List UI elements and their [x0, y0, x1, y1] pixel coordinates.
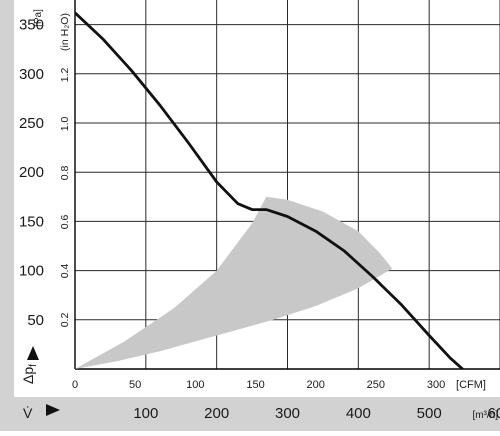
y-axis-label-main: Δp — [20, 367, 36, 384]
y-tick-label-pa: 250 — [19, 115, 44, 132]
x-tick-label-m3h: 600 — [487, 405, 500, 422]
y-tick-label-pa: 350 — [19, 17, 44, 34]
y-tick-label-pa: 100 — [19, 263, 44, 280]
x-unit-cfm: [CFM] — [456, 379, 486, 391]
y-axis-arrow — [27, 346, 39, 360]
x-tick-label-cfm: 300 — [427, 379, 445, 391]
y-axis-label-sub: f — [28, 364, 39, 367]
y-tick-label-inh2o: 0.6 — [59, 214, 71, 229]
x-axis-arrow — [46, 404, 60, 416]
operating-region — [75, 196, 393, 369]
operating-region-area — [75, 196, 393, 369]
bottom-label-band — [0, 397, 500, 431]
y-tick-label-inh2o: 0.2 — [59, 313, 71, 328]
y-tick-label-pa: 300 — [19, 66, 44, 83]
x-tick-label-m3h: 400 — [346, 405, 371, 422]
y-tick-label-pa: 200 — [19, 164, 44, 181]
series-line — [75, 11, 465, 369]
y-tick-label-inh2o: 1.2 — [59, 67, 71, 82]
x-tick-label-cfm: 150 — [246, 379, 264, 391]
left-label-band — [0, 0, 14, 431]
x-axis-label: V̇ — [23, 405, 33, 421]
axis-labels: [Pa] (in H₂O) [CFM] [m³/h] Δpf V̇ — [20, 9, 498, 421]
y-axis-label: Δpf — [20, 364, 39, 384]
x-tick-label-m3h: 300 — [275, 405, 300, 422]
y-tick-label-inh2o: 0.4 — [59, 264, 71, 279]
y-unit-inh2o: (in H₂O) — [59, 13, 71, 51]
grid — [74, 0, 500, 370]
y-tick-label-pa: 50 — [27, 312, 44, 329]
x-tick-label-cfm: 100 — [186, 379, 204, 391]
x-tick-label-m3h: 200 — [204, 405, 229, 422]
y-tick-label-inh2o: 0.8 — [59, 165, 71, 180]
x-tick-label-m3h: 500 — [417, 405, 442, 422]
x-tick-label-cfm: 250 — [367, 379, 385, 391]
x-tick-label-cfm: 200 — [307, 379, 325, 391]
characteristic-curve — [75, 11, 465, 369]
x-tick-label-m3h: 100 — [133, 405, 158, 422]
y-tick-label-pa: 150 — [19, 213, 44, 230]
y-unit-pa: [Pa] — [33, 9, 44, 27]
x-tick-label-cfm: 0 — [72, 379, 78, 391]
y-tick-label-inh2o: 1.0 — [59, 116, 71, 131]
x-unit-m3h: [m³/h] — [472, 410, 498, 421]
tick-labels: 50 100 150 200 250 300 350 0.2 0.4 0.6 0.8 1.0 1.2 0 5… — [19, 17, 500, 422]
x-tick-label-cfm: 50 — [129, 379, 141, 391]
